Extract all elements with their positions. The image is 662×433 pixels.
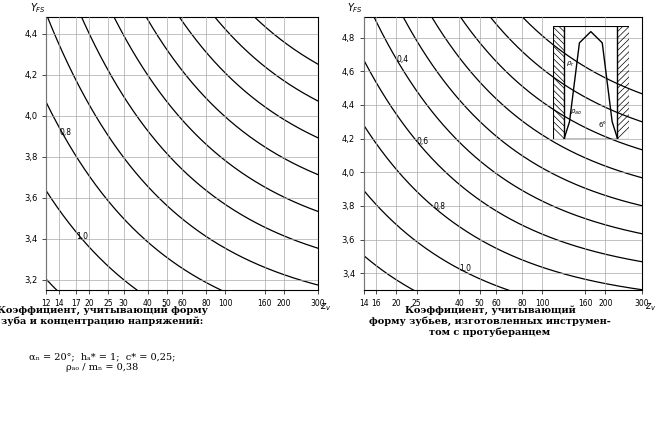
Text: $z_v$: $z_v$	[645, 301, 656, 313]
Text: Коэффициент, учитывающий
форму зубьев, изготовленных инструмен-
том с протуберан: Коэффициент, учитывающий форму зубьев, и…	[369, 305, 611, 337]
Bar	[553, 26, 629, 139]
Text: 0,6: 0,6	[416, 137, 429, 145]
Text: 0,8: 0,8	[60, 128, 71, 137]
Text: 1,0: 1,0	[75, 232, 87, 240]
Text: 1,0: 1,0	[459, 265, 471, 273]
Text: 0,8: 0,8	[433, 202, 446, 211]
Text: αₙ = 20°;  hₐ* = 1;  c* = 0,25;
ρₐₒ / mₙ = 0,38: αₙ = 20°; hₐ* = 1; c* = 0,25; ρₐₒ / mₙ =…	[29, 353, 176, 372]
Text: 0,4: 0,4	[397, 55, 408, 64]
Text: 6°: 6°	[598, 122, 606, 128]
Text: $\rho_r$: $\rho_r$	[567, 59, 575, 68]
Text: $Y_{FS}$: $Y_{FS}$	[348, 1, 363, 15]
Text: $Y_{FS}$: $Y_{FS}$	[30, 1, 46, 15]
Text: $z_v$: $z_v$	[320, 301, 332, 313]
Text: Коэффициент, учитывающий форму
зуба и концентрацию напряжений:: Коэффициент, учитывающий форму зуба и ко…	[0, 305, 208, 326]
Text: $\rho_{ao}$: $\rho_{ao}$	[569, 108, 582, 117]
